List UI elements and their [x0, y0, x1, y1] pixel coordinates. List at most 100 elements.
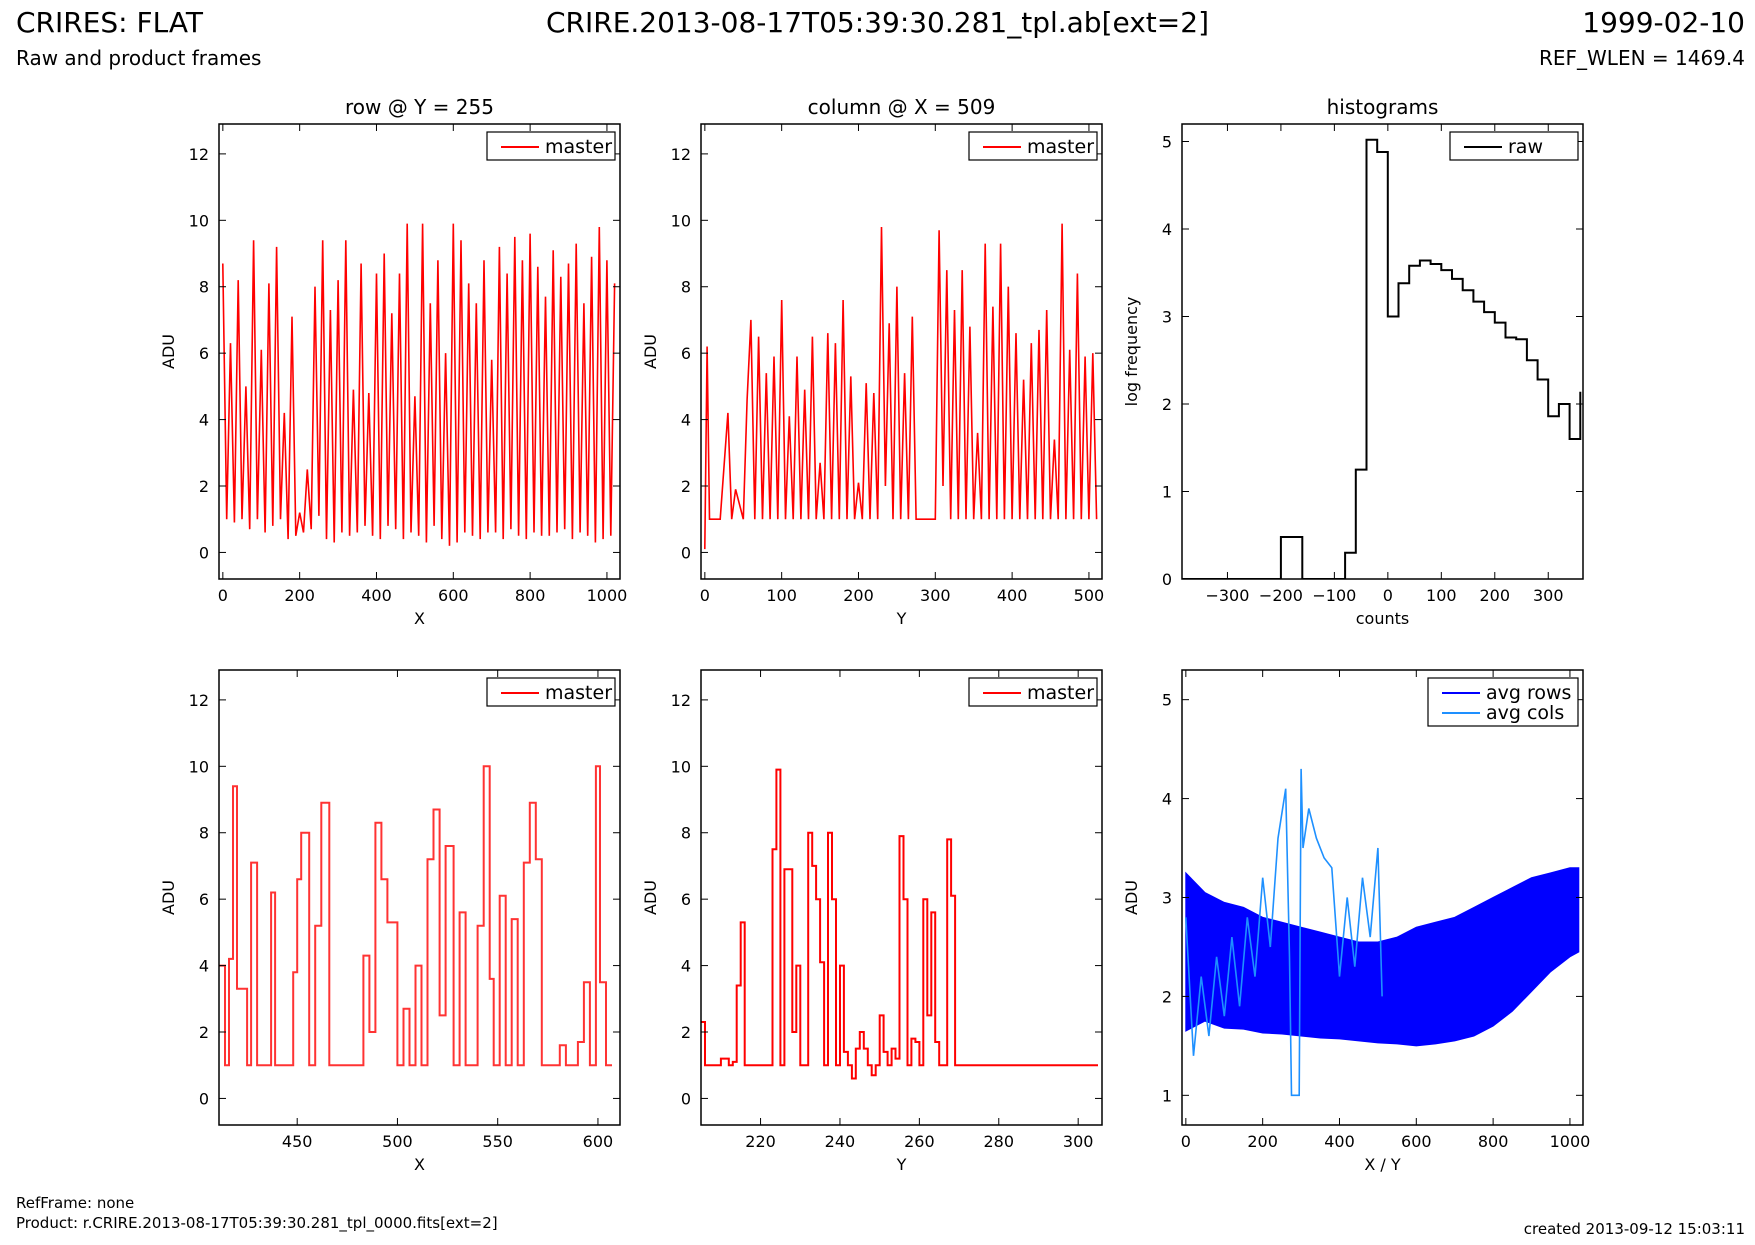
y-tick-label: 1	[1162, 1086, 1172, 1105]
series-group	[1185, 768, 1580, 1097]
x-axis-label: X / Y	[1364, 1155, 1401, 1174]
axes-frame	[218, 123, 621, 580]
chart-column-zoom: 220 240 260 280 300 0 2 4 6 8 10 12 Y ADU master	[641, 669, 1103, 1174]
x-axis-label: Y	[896, 609, 907, 628]
y-tick-label: 6	[681, 344, 691, 363]
x-tick-label: −200	[1259, 586, 1303, 605]
x-tick-label: 0	[218, 586, 228, 605]
y-tick-label: 12	[671, 145, 691, 164]
x-tick-label: 500	[382, 1132, 413, 1151]
file-name: CRIRE.2013-08-17T05:39:30.281_tpl.ab[ext…	[545, 6, 1209, 39]
x-axis-label: X	[414, 1155, 425, 1174]
y-tick-label: 0	[199, 543, 209, 562]
x-tick-label: 0	[700, 586, 710, 605]
chart-avg: 0 200 400 600 800 1000 1 2 3 4 5 X / Y ADU avg rowsav…	[1122, 669, 1591, 1174]
x-tick-label: 500	[1074, 586, 1105, 605]
y-tick-label: 5	[1162, 691, 1172, 710]
y-axis-label: ADU	[159, 880, 178, 915]
x-tick-label: 600	[583, 1132, 614, 1151]
y-tick-label: 3	[1162, 308, 1172, 327]
x-tick-label: 1000	[587, 586, 628, 605]
legend: master	[486, 677, 616, 707]
y-tick-label: 4	[681, 957, 691, 976]
x-tick-label: 400	[1324, 1132, 1355, 1151]
y-tick-label: 2	[1162, 987, 1172, 1006]
observation-date: 1999-02-10	[1582, 6, 1745, 39]
y-tick-label: 6	[199, 344, 209, 363]
series-avg-cols	[1185, 768, 1383, 1097]
series-avg-rows	[1185, 867, 1580, 1047]
x-tick-label: 600	[438, 586, 469, 605]
legend-label: avg rows	[1486, 682, 1571, 704]
x-tick-label: 600	[1401, 1132, 1432, 1151]
legend-label: avg cols	[1486, 702, 1564, 724]
y-axis-label: log frequency	[1122, 297, 1141, 407]
x-tick-label: 0	[1181, 1132, 1191, 1151]
y-tick-label: 2	[1162, 395, 1172, 414]
y-tick-label: 2	[681, 1023, 691, 1042]
y-tick-label: 0	[681, 543, 691, 562]
series-group	[1182, 138, 1582, 579]
footer-created: created 2013-09-12 15:03:11	[1523, 1220, 1745, 1238]
y-tick-label: 12	[189, 145, 209, 164]
x-tick-label: 400	[361, 586, 392, 605]
chart-title: histograms	[1327, 95, 1439, 119]
chart-row-zoom: 450 500 550 600 0 2 4 6 8 10 12 X ADU master	[159, 669, 621, 1174]
footer-product: Product: r.CRIRE.2013-08-17T05:39:30.281…	[16, 1214, 498, 1232]
y-tick-label: 3	[1162, 889, 1172, 908]
y-axis-label: ADU	[1122, 880, 1141, 915]
series-master	[222, 223, 616, 546]
y-tick-label: 10	[671, 757, 691, 776]
y-tick-label: 4	[1162, 220, 1172, 239]
x-axis-label: counts	[1356, 609, 1409, 628]
x-tick-label: −100	[1312, 586, 1356, 605]
x-tick-label: 300	[1533, 586, 1564, 605]
x-tick-label: 800	[515, 586, 546, 605]
y-tick-label: 4	[1162, 790, 1172, 809]
axes-frame	[700, 669, 1103, 1126]
x-axis-label: X	[414, 609, 425, 628]
series-group	[219, 765, 612, 1067]
x-tick-label: 280	[983, 1132, 1014, 1151]
y-tick-label: 10	[189, 757, 209, 776]
y-tick-label: 12	[189, 691, 209, 710]
y-tick-label: 4	[681, 411, 691, 430]
axes-frame	[700, 123, 1103, 580]
y-tick-label: 6	[681, 890, 691, 909]
y-tick-label: 6	[199, 890, 209, 909]
y-tick-label: 8	[199, 278, 209, 297]
y-axis-label: ADU	[641, 880, 660, 915]
y-axis-label: ADU	[641, 334, 660, 369]
x-tick-label: 100	[766, 586, 797, 605]
legend: master	[486, 131, 616, 161]
y-tick-label: 0	[199, 1089, 209, 1108]
series-raw	[1182, 138, 1582, 579]
y-tick-label: 5	[1162, 133, 1172, 152]
x-tick-label: 550	[482, 1132, 513, 1151]
chart-title: column @ X = 509	[808, 95, 996, 119]
ref-wlen: REF_WLEN = 1469.4	[1538, 46, 1745, 70]
series-master	[219, 765, 612, 1067]
legend: raw	[1449, 131, 1579, 161]
page-subtitle: Raw and product frames	[16, 46, 262, 70]
series-group	[704, 223, 1098, 550]
legend-label: master	[545, 682, 612, 704]
y-tick-label: 10	[189, 211, 209, 230]
chart-hist: histograms −300 −200 −100 0 100 200 300 0 1 2 3 4 5 co…	[1122, 95, 1584, 628]
y-tick-label: 8	[681, 278, 691, 297]
legend-label: raw	[1508, 136, 1543, 158]
x-tick-label: 800	[1478, 1132, 1509, 1151]
chart-row: row @ Y = 255 0 200 400 600 800 1000 0 2 4 6 8 10 12 X…	[159, 95, 627, 628]
x-tick-label: 300	[920, 586, 951, 605]
legend: master	[968, 131, 1098, 161]
y-tick-label: 2	[199, 477, 209, 496]
x-tick-label: 100	[1426, 586, 1457, 605]
x-tick-label: 260	[904, 1132, 935, 1151]
y-tick-label: 8	[199, 824, 209, 843]
legend-label: master	[545, 136, 612, 158]
x-tick-label: 300	[1063, 1132, 1094, 1151]
x-tick-label: 450	[282, 1132, 313, 1151]
x-tick-label: 1000	[1550, 1132, 1591, 1151]
